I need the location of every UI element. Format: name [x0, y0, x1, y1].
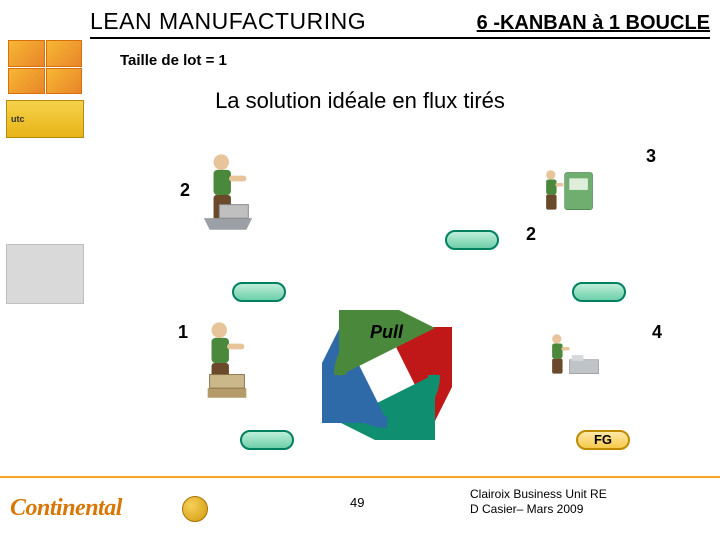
main-title: La solution idéale en flux tirés: [0, 88, 720, 114]
kanban-bin: [232, 282, 286, 302]
kanban-bin: [240, 430, 294, 450]
page-number: 49: [350, 495, 364, 510]
bin-label-2: 2: [526, 224, 536, 245]
worker-icon: [538, 150, 596, 238]
pull-label: Pull: [370, 322, 403, 343]
station-3-num: 3: [646, 146, 656, 167]
grey-box: [6, 244, 84, 304]
station-4: 4: [544, 314, 602, 407]
diagram-stage: 2 3 2 1: [90, 130, 710, 470]
header-left: LEAN MANUFACTURING: [90, 8, 366, 35]
fg-bin: FG: [576, 430, 630, 447]
footer-line2: D Casier– Mars 2009: [470, 502, 607, 518]
fg-label: FG: [576, 432, 630, 447]
station-2-num: 2: [180, 180, 190, 201]
header: LEAN MANUFACTURING 6 -KANBAN à 1 BOUCLE: [90, 8, 710, 39]
footer-divider: [0, 476, 720, 478]
continental-logo-text: Continental: [10, 495, 122, 522]
station-1: 1: [180, 318, 256, 411]
worker-icon: [544, 314, 602, 402]
kanban-bin: [572, 282, 626, 302]
decor-tiles: [8, 40, 82, 94]
station-4-num: 4: [652, 322, 662, 343]
worker-icon: [200, 150, 258, 238]
subtitle: Taille de lot = 1: [120, 52, 227, 69]
station-2: 2: [200, 150, 258, 243]
footer-text: Clairoix Business Unit RE D Casier– Mars…: [470, 487, 607, 518]
continental-horse-icon: [182, 496, 208, 522]
footer-line1: Clairoix Business Unit RE: [470, 487, 607, 503]
pull-cycle: Pull: [322, 310, 452, 440]
station-1-num: 1: [178, 322, 188, 343]
header-right: 6 -KANBAN à 1 BOUCLE: [477, 12, 710, 35]
worker-icon: [198, 318, 256, 406]
kanban-bin: [445, 230, 499, 250]
station-3: 3: [538, 150, 596, 243]
